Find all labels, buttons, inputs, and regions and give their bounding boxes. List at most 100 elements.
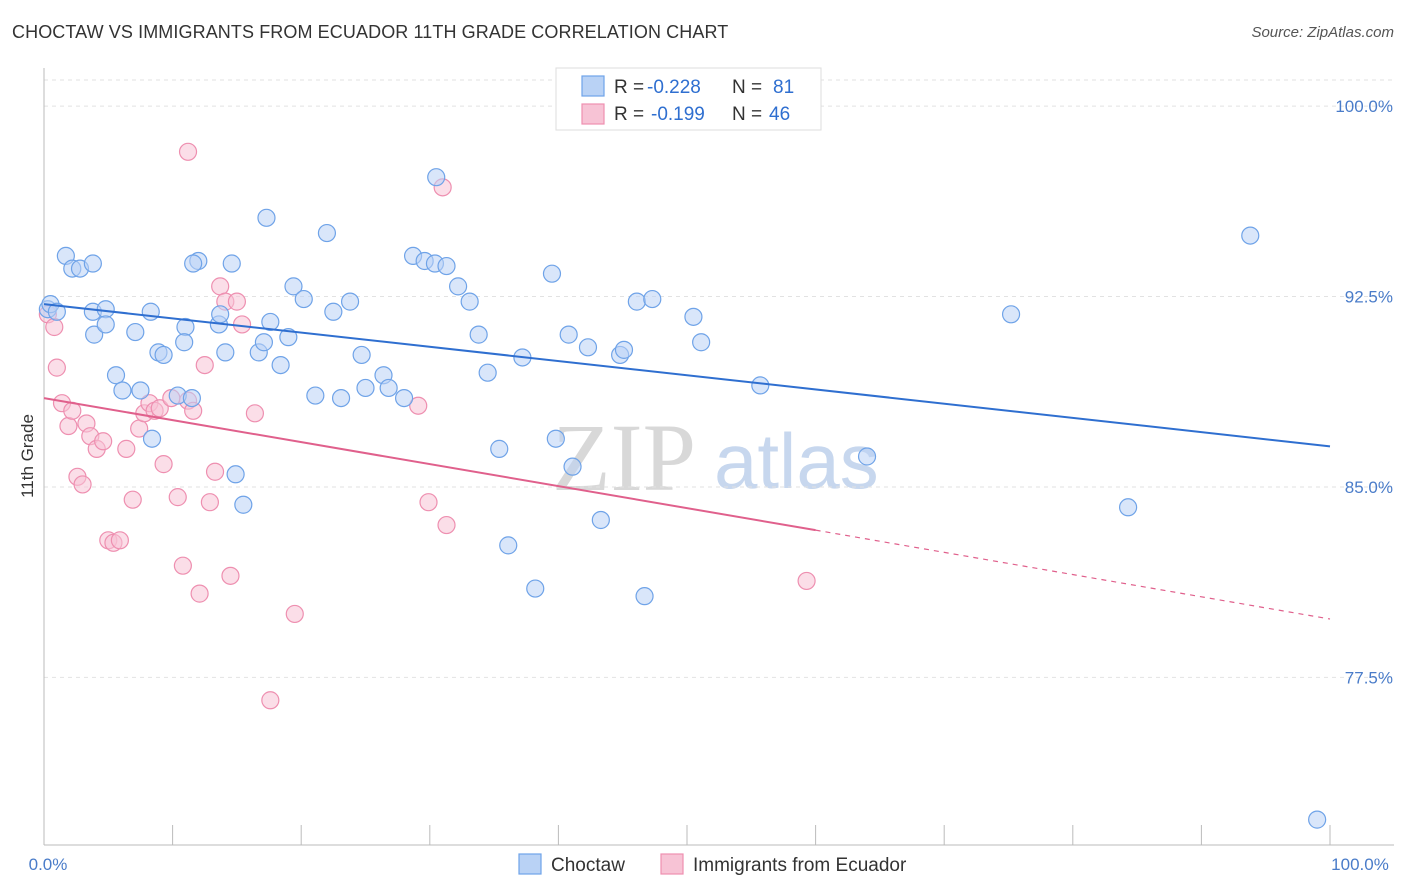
choctaw-point [216, 343, 235, 362]
ecuador-point [227, 292, 246, 311]
series-immigrants-from-ecuador [38, 142, 816, 710]
choctaw-point [460, 292, 479, 311]
legend-swatch-choctaw [518, 853, 542, 875]
legend-label-choctaw: Choctaw [551, 855, 625, 876]
y-axis-label: 11th Grade [18, 414, 37, 498]
ecuador-point [59, 416, 78, 436]
ecuador-point [211, 277, 230, 296]
choctaw-point [448, 277, 468, 296]
choctaw-point [317, 223, 337, 243]
choctaw-point [141, 302, 160, 321]
series-choctaw [38, 168, 1327, 829]
ecuador-point [200, 493, 219, 512]
choctaw-point [294, 289, 313, 309]
stats-n-value-choctaw: 81 [773, 77, 794, 98]
choctaw-point [234, 495, 253, 514]
choctaw-point [692, 333, 711, 352]
choctaw-point [1308, 810, 1327, 829]
choctaw-point [857, 447, 877, 466]
ecuador-point [797, 571, 816, 591]
choctaw-point [526, 579, 545, 598]
choctaw-point [478, 363, 497, 382]
choctaw-point [106, 366, 126, 385]
choctaw-point [751, 376, 770, 395]
choctaw-point [182, 388, 201, 408]
stats-r-value-choctaw: -0.228 [647, 77, 701, 98]
choctaw-point [47, 302, 66, 321]
choctaw-point [279, 328, 298, 347]
choctaw-point [559, 325, 578, 344]
choctaw-point [83, 254, 102, 273]
ecuador-point [245, 404, 265, 423]
choctaw-point [379, 378, 398, 398]
chart-source: Source: ZipAtlas.com [1251, 24, 1394, 41]
ecuador-point [117, 439, 136, 458]
choctaw-point [1118, 498, 1138, 517]
choctaw-point [643, 289, 662, 309]
choctaw-point [352, 345, 371, 365]
ecuador-point [94, 432, 113, 451]
choctaw-point [542, 264, 562, 283]
choctaw-point [142, 429, 162, 448]
choctaw-point [222, 254, 241, 273]
axes [43, 68, 1394, 846]
choctaw-point [211, 305, 230, 324]
ecuador-point [168, 488, 187, 507]
legend-label-ecuador: Immigrants from Ecuador [693, 855, 907, 876]
y-axis-tick-labels: 77.5% 85.0% 92.5% 100.0% [1335, 97, 1393, 687]
choctaw-point [113, 381, 132, 400]
stats-r-label-ecuador: R = [614, 104, 644, 125]
trend-line-choctaw [43, 303, 1331, 448]
choctaw-point [85, 325, 104, 344]
watermark-zip: ZIP [552, 404, 696, 511]
ecuador-point [73, 475, 92, 494]
y-tick-label: 100.0% [1335, 97, 1393, 116]
stats-legend: R = -0.228 N = 81 R = -0.199 N = 46 [555, 67, 822, 131]
chart-title: CHOCTAW VS IMMIGRANTS FROM ECUADOR 11TH … [12, 22, 729, 42]
ecuador-point [205, 462, 225, 481]
stats-r-value-ecuador: -0.199 [651, 104, 705, 125]
choctaw-point [469, 325, 488, 344]
choctaw-point [271, 355, 290, 375]
choctaw-point [490, 439, 509, 458]
stats-n-label-choctaw: N = [732, 77, 762, 98]
choctaw-point [437, 256, 456, 276]
choctaw-point [394, 388, 414, 408]
ecuador-point [190, 584, 209, 603]
choctaw-point [131, 381, 150, 400]
x-tick-label-100: 100.0% [1331, 855, 1389, 874]
choctaw-point [184, 254, 203, 273]
choctaw-point [96, 300, 115, 319]
choctaw-point [499, 536, 518, 555]
stats-n-value-ecuador: 46 [769, 104, 790, 125]
ecuador-point [285, 604, 304, 624]
stats-legend-swatch-ecuador [581, 103, 605, 125]
choctaw-point [126, 322, 145, 342]
stats-r-label-choctaw: R = [614, 77, 644, 98]
choctaw-point [331, 388, 351, 408]
choctaw-point [627, 292, 646, 311]
ecuador-point [150, 399, 169, 418]
choctaw-point [1241, 226, 1260, 245]
ecuador-point [221, 566, 240, 585]
stats-legend-swatch-choctaw [581, 75, 605, 97]
choctaw-point [254, 333, 274, 352]
choctaw-point [635, 587, 654, 606]
ecuador-point [409, 396, 428, 415]
y-tick-label: 77.5% [1345, 668, 1393, 687]
choctaw-point [175, 333, 194, 352]
choctaw-point [261, 312, 280, 332]
stats-n-label-ecuador: N = [732, 104, 762, 125]
choctaw-point [563, 457, 582, 476]
x-tick-label-0: 0.0% [29, 855, 68, 874]
choctaw-point [340, 292, 360, 311]
choctaw-point [591, 510, 610, 530]
x-axis-ticks [43, 825, 1331, 845]
ecuador-point [154, 455, 173, 474]
ecuador-point [47, 358, 66, 377]
ecuador-point [437, 515, 456, 535]
choctaw-point [684, 307, 703, 326]
choctaw-point [356, 378, 375, 398]
ecuador-point [419, 493, 438, 512]
trend-line-ecuador [43, 397, 816, 532]
